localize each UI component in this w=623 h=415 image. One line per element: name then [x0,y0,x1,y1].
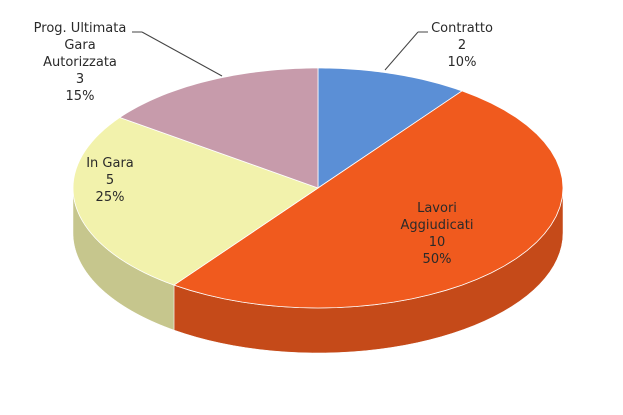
category-label: Prog. Ultimata Gara Autorizzata [33,21,127,70]
data-label: Contratto 2 10% [431,20,493,71]
percent-label: 50% [422,252,452,267]
count-label: 3 [75,72,85,87]
count-label: 10 [428,235,446,250]
category-label: Lavori Aggiudicati [400,201,474,233]
percent-label: 10% [447,55,477,70]
category-label: In Gara [86,156,134,171]
slice [72,117,319,286]
percent-label: 25% [95,190,125,205]
pie [72,67,564,354]
slice [317,67,463,189]
slice [173,90,564,309]
data-label: Prog. Ultimata Gara Autorizzata 3 15% [34,20,127,105]
slice [118,67,319,189]
leader-line [384,31,419,71]
data-label: In Gara 5 25% [86,155,134,206]
count-label: 2 [457,38,467,53]
data-label: Lavori Aggiudicati 10 50% [401,200,474,268]
category-label: Contratto [431,21,493,36]
leader-line [141,31,223,77]
percent-label: 15% [65,89,95,104]
count-label: 5 [105,173,115,188]
